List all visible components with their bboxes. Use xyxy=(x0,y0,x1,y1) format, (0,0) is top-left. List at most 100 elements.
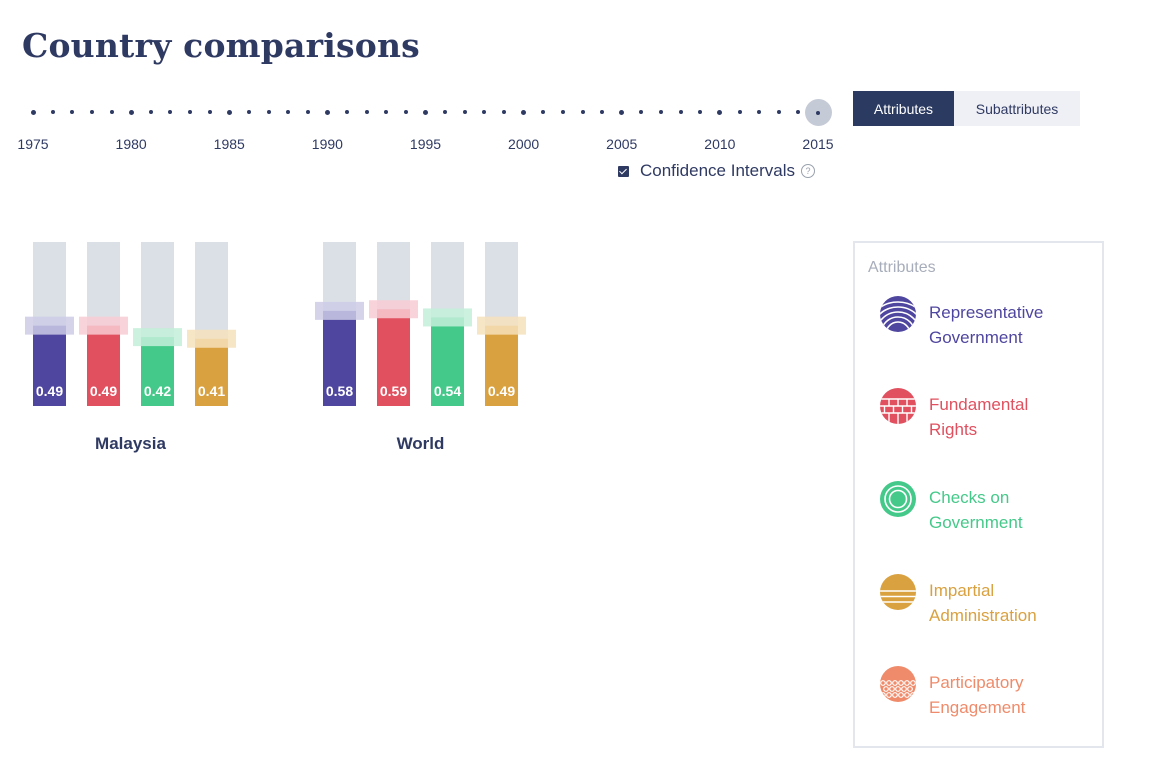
group-label: World xyxy=(397,434,445,453)
legend-item-fundamental-rights[interactable]: Fundamental Rights xyxy=(880,388,1089,442)
confidence-interval xyxy=(369,300,418,319)
timeline-year-dot[interactable] xyxy=(403,110,408,114)
timeline-year-dot[interactable] xyxy=(521,109,527,115)
legend-item-representative-government[interactable]: Representative Government xyxy=(880,296,1089,350)
tab-subattributes[interactable]: Subattributes xyxy=(954,91,1080,126)
help-icon[interactable]: ? xyxy=(800,164,815,178)
page-title: Country comparisons xyxy=(22,26,420,65)
confidence-interval xyxy=(79,316,128,335)
legend-label-line1: Representative xyxy=(929,303,1044,322)
tab-attributes[interactable]: Attributes xyxy=(853,91,954,126)
timeline-year-dot[interactable] xyxy=(188,110,192,114)
timeline-year-dot[interactable] xyxy=(128,109,134,115)
timeline-year-dot[interactable] xyxy=(717,109,723,115)
confidence-interval xyxy=(25,316,74,335)
timeline-year-dot[interactable] xyxy=(659,110,663,114)
concentric-circles-icon xyxy=(880,481,916,517)
timeline-year-dot[interactable] xyxy=(502,110,506,114)
timeline-year-dot[interactable] xyxy=(678,110,683,114)
confidence-interval xyxy=(477,316,526,335)
timeline-year-dot[interactable] xyxy=(148,110,153,114)
arcs-icon xyxy=(880,296,916,332)
timeline-year-label: 1990 xyxy=(311,136,343,152)
timeline-year-dot[interactable] xyxy=(482,110,487,114)
timeline-year-dot[interactable] xyxy=(305,110,310,114)
bar[interactable] xyxy=(87,325,120,406)
bar[interactable] xyxy=(323,310,356,406)
group-label: Malaysia xyxy=(95,434,166,453)
legend-item-impartial-administration[interactable]: Impartial Administration xyxy=(880,574,1089,628)
view-tabs: Attributes Subattributes xyxy=(853,91,1080,126)
timeline-year-dot[interactable] xyxy=(796,110,801,114)
timeline-year-label: 1985 xyxy=(213,136,245,152)
timeline-handle[interactable] xyxy=(804,99,832,126)
timeline-year-label: 2005 xyxy=(606,136,638,152)
timeline-year-dot[interactable] xyxy=(89,110,94,114)
brick-wall-icon xyxy=(880,388,916,424)
timeline-year-dot[interactable] xyxy=(462,110,467,114)
bar[interactable] xyxy=(141,337,174,406)
timeline-year-dot[interactable] xyxy=(50,110,55,114)
timeline-year-dot[interactable] xyxy=(541,110,546,114)
bar-value-label: 0.59 xyxy=(380,383,407,399)
attributes-bar-chart: 0.49 0.49 0.42 0.41 Malaysia 0.58 0.59 0.54 0.49… xyxy=(25,242,526,453)
confidence-interval xyxy=(187,329,236,348)
timeline-year-dot[interactable] xyxy=(246,110,251,114)
timeline-year-dot[interactable] xyxy=(324,109,330,115)
timeline-year-dot[interactable] xyxy=(776,110,781,114)
timeline-year-dot[interactable] xyxy=(286,110,291,114)
timeline-year-dot[interactable] xyxy=(30,109,36,115)
confidence-interval xyxy=(315,301,364,320)
attributes-legend: Attributes Representative Government xyxy=(853,241,1104,748)
timeline-year-dot[interactable] xyxy=(443,110,448,114)
legend-label-line1: Participatory xyxy=(929,673,1024,692)
timeline-year-dot[interactable] xyxy=(757,110,762,114)
timeline-year-dot[interactable] xyxy=(384,110,389,114)
legend-label-line2: Engagement xyxy=(929,698,1026,717)
timeline-year-dot[interactable] xyxy=(600,110,605,114)
horizontal-stripes-icon xyxy=(880,574,916,610)
timeline-year-dot[interactable] xyxy=(70,110,75,114)
bar-value-label: 0.42 xyxy=(144,383,171,399)
legend-label-line2: Rights xyxy=(929,420,978,439)
timeline-year-dot[interactable] xyxy=(737,110,742,114)
legend-label-line1: Impartial xyxy=(929,581,995,600)
timeline-year-label: 1975 xyxy=(17,136,49,152)
timeline-year-dot[interactable] xyxy=(639,110,644,114)
legend-label-line2: Government xyxy=(929,513,1023,532)
confidence-intervals-label: Confidence Intervals xyxy=(640,161,795,180)
timeline-year-label: 2015 xyxy=(802,136,834,152)
timeline-year-label: 2010 xyxy=(704,136,736,152)
confidence-intervals-toggle[interactable]: Confidence Intervals ? xyxy=(618,161,815,181)
timeline-year-dot[interactable] xyxy=(580,110,585,114)
timeline-year-dot[interactable] xyxy=(266,110,271,114)
bar[interactable] xyxy=(377,309,410,406)
timeline-year-label: 1980 xyxy=(115,136,147,152)
bar-value-label: 0.54 xyxy=(434,383,461,399)
timeline-year-dot[interactable] xyxy=(168,110,173,114)
bar[interactable] xyxy=(33,325,66,406)
timeline-year-dot[interactable] xyxy=(423,109,428,115)
timeline-year-dot[interactable] xyxy=(109,110,114,114)
bar[interactable] xyxy=(485,325,518,406)
legend-label-line2: Government xyxy=(929,328,1023,347)
timeline-year-label: 2000 xyxy=(508,136,540,152)
legend-label-line1: Checks on xyxy=(929,488,1010,507)
legend-item-checks-on-government[interactable]: Checks on Government xyxy=(880,481,1089,535)
bar[interactable] xyxy=(431,317,464,406)
timeline-year-dot[interactable] xyxy=(560,110,565,114)
year-timeline-slider[interactable]: 1975 1980 1985 1990 1995 2000 2005 2010 2015 xyxy=(0,90,850,160)
legend-item-participatory-engagement[interactable]: Participatory Engagement xyxy=(880,666,1089,720)
timeline-year-dot[interactable] xyxy=(619,109,625,115)
timeline-year-dot[interactable] xyxy=(207,110,212,114)
legend-title: Attributes xyxy=(868,259,936,276)
confidence-intervals-checkbox[interactable] xyxy=(618,165,629,177)
timeline-year-dot[interactable] xyxy=(226,109,232,115)
timeline-year-dot[interactable] xyxy=(345,110,349,114)
timeline-year-dot[interactable] xyxy=(698,110,703,114)
confidence-interval xyxy=(423,308,472,327)
bar-value-label: 0.49 xyxy=(90,383,117,399)
bar[interactable] xyxy=(195,338,228,406)
timeline-year-dot[interactable] xyxy=(364,110,369,114)
legend-label-line2: Administration xyxy=(929,606,1037,625)
